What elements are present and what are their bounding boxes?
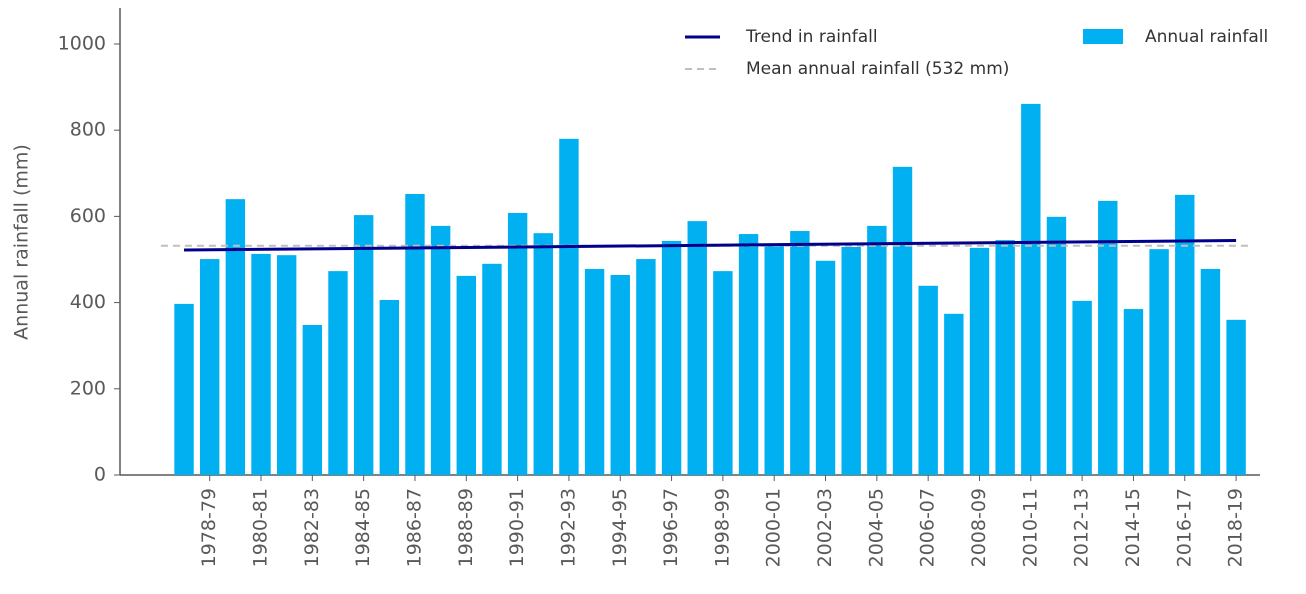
x-tick-label: 1992-93 bbox=[557, 488, 579, 567]
x-tick-label: 2014-15 bbox=[1122, 488, 1144, 567]
bar bbox=[944, 313, 964, 475]
bar bbox=[969, 247, 990, 475]
bar bbox=[482, 263, 502, 475]
bar bbox=[918, 285, 938, 475]
bar bbox=[687, 221, 707, 475]
x-tick-label: 1994-95 bbox=[609, 488, 631, 567]
bar bbox=[1123, 309, 1144, 475]
bar bbox=[1175, 194, 1195, 476]
x-tick-label: 1978-79 bbox=[198, 488, 220, 567]
y-tick-label: 400 bbox=[70, 291, 106, 313]
x-tick-label: 2004-05 bbox=[865, 488, 887, 567]
bar bbox=[1021, 103, 1041, 475]
x-tick-label: 1980-81 bbox=[250, 488, 272, 567]
x-tick-label: 1982-83 bbox=[301, 488, 323, 567]
x-tick-label: 2008-09 bbox=[968, 488, 990, 567]
legend-label: Trend in rainfall bbox=[745, 27, 878, 47]
x-tick-label: 2010-11 bbox=[1019, 488, 1041, 567]
bar bbox=[1149, 249, 1169, 475]
legend-label: Annual rainfall bbox=[1145, 27, 1268, 47]
y-tick-label: 200 bbox=[70, 377, 106, 399]
bar bbox=[379, 300, 400, 475]
bar bbox=[636, 259, 656, 475]
y-tick-label: 1000 bbox=[58, 32, 106, 54]
x-tick-label: 2000-01 bbox=[763, 488, 785, 567]
bar bbox=[174, 303, 194, 475]
bar bbox=[328, 271, 348, 475]
y-tick-label: 600 bbox=[70, 205, 106, 227]
bar bbox=[1072, 300, 1092, 475]
x-tick-label: 2012-13 bbox=[1071, 488, 1093, 567]
x-tick-label: 2002-03 bbox=[814, 488, 836, 567]
legend-bar-swatch bbox=[1083, 29, 1123, 44]
trend-line bbox=[184, 239, 1237, 252]
bar bbox=[738, 234, 759, 475]
x-tick-label: 1988-89 bbox=[455, 488, 477, 567]
bar bbox=[456, 275, 476, 475]
bar bbox=[1046, 216, 1067, 476]
bar bbox=[302, 325, 323, 475]
bar bbox=[1226, 319, 1246, 475]
bar bbox=[841, 246, 861, 475]
bar bbox=[559, 138, 579, 476]
legend-label: Mean annual rainfall (532 mm) bbox=[746, 59, 1009, 79]
x-tick-label: 1984-85 bbox=[352, 488, 374, 567]
x-tick-label: 2018-19 bbox=[1225, 488, 1247, 567]
bar bbox=[199, 259, 220, 475]
bar bbox=[867, 225, 887, 475]
bar bbox=[251, 253, 271, 475]
y-tick-label: 0 bbox=[94, 464, 106, 486]
bar bbox=[584, 268, 605, 475]
bar bbox=[353, 215, 374, 476]
x-tick-label: 2006-07 bbox=[917, 488, 939, 567]
y-tick-label: 800 bbox=[70, 119, 106, 141]
bar bbox=[1098, 200, 1118, 475]
x-tick-label: 1990-91 bbox=[506, 488, 528, 567]
bar bbox=[995, 240, 1015, 475]
bar bbox=[815, 260, 836, 475]
x-tick-label: 1986-87 bbox=[403, 488, 425, 567]
x-tick-label: 1998-99 bbox=[711, 488, 733, 567]
x-tick-label: 2016-17 bbox=[1173, 488, 1195, 567]
bar bbox=[790, 231, 810, 475]
bar bbox=[610, 275, 630, 475]
bar bbox=[661, 240, 682, 475]
bar bbox=[430, 225, 451, 475]
y-axis-label: Annual rainfall (mm) bbox=[11, 144, 33, 340]
bar bbox=[225, 199, 246, 476]
bar bbox=[507, 212, 528, 475]
bar bbox=[764, 246, 784, 475]
bar bbox=[1200, 268, 1221, 475]
bar bbox=[713, 271, 733, 475]
bar bbox=[276, 255, 297, 475]
x-tick-label: 1996-97 bbox=[660, 488, 682, 567]
bar bbox=[892, 166, 913, 475]
bar bbox=[533, 233, 553, 475]
bar bbox=[405, 193, 425, 475]
